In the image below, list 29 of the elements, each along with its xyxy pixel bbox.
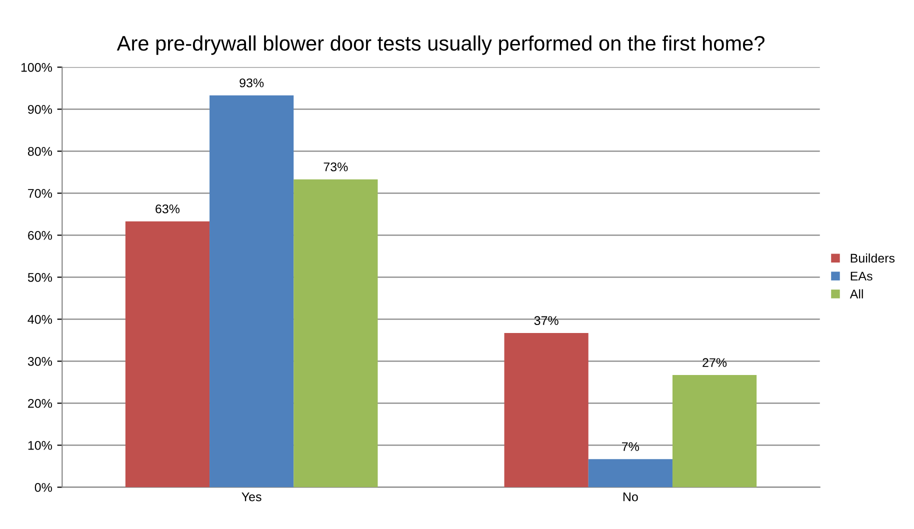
y-tick-label: 90% xyxy=(28,104,52,114)
bar xyxy=(504,333,588,488)
y-tick-label: 100% xyxy=(21,62,52,72)
bar xyxy=(588,459,672,488)
x-tick-label: Yes xyxy=(242,492,262,502)
bar xyxy=(672,375,757,488)
y-tick-label: 0% xyxy=(34,483,52,492)
y-tick-label: 70% xyxy=(28,188,52,198)
data-label: 93% xyxy=(240,78,264,88)
y-tick-label: 20% xyxy=(28,399,52,408)
legend-label: EAs xyxy=(850,272,872,281)
data-label: 73% xyxy=(324,162,348,172)
bar xyxy=(210,95,294,488)
y-tick-label: 80% xyxy=(28,146,52,156)
y-tick-label: 30% xyxy=(28,357,52,366)
y-tick-label: 40% xyxy=(28,315,52,324)
chart-title: Are pre-drywall blower door tests usually performed on the first home? xyxy=(116,35,764,55)
data-label: 63% xyxy=(156,204,180,214)
y-tick-label: 10% xyxy=(28,441,52,450)
x-tick-label: No xyxy=(623,492,638,502)
bar xyxy=(294,179,378,488)
legend-label: All xyxy=(850,289,863,298)
y-tick-label: 60% xyxy=(28,230,52,240)
bar xyxy=(125,221,210,488)
y-tick-label: 50% xyxy=(28,272,52,282)
legend-label: Builders xyxy=(850,253,895,263)
data-label: 37% xyxy=(534,316,558,326)
data-label: 27% xyxy=(702,358,727,367)
data-label: 7% xyxy=(622,442,640,451)
